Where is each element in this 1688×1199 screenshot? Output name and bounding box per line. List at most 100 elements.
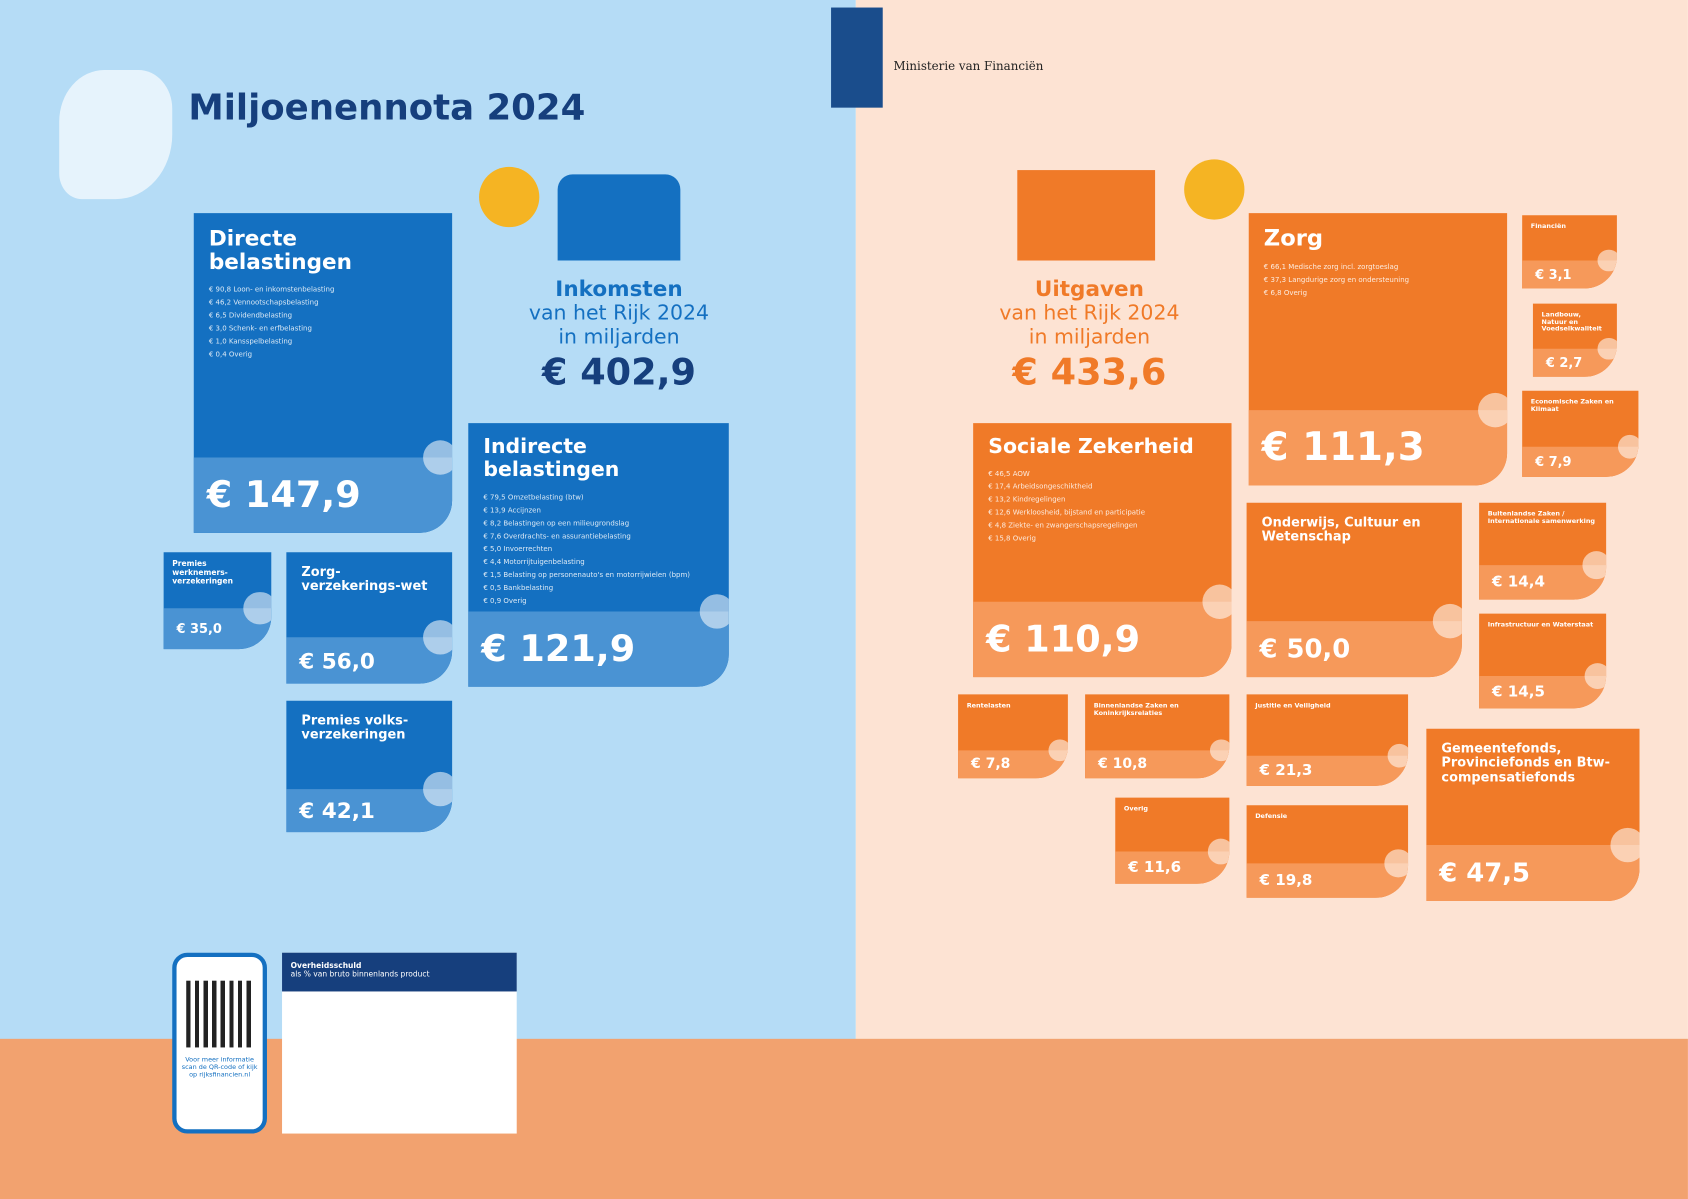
- budget-block: Gemeentefonds, Provinciefonds en Btw-com…: [1426, 728, 1640, 902]
- ministry-name: Ministerie van Financiën: [893, 59, 1044, 74]
- section-header: Uitgaven van het Rijk 2024 in miljarden € 4…: [960, 276, 1218, 394]
- block-amount: € 56,0: [299, 647, 375, 674]
- section-header: Inkomsten van het Rijk 2024 in miljarden € …: [490, 276, 748, 394]
- budget-block: Premies werknemers-verzekeringen € 35,0: [163, 552, 272, 650]
- block-icon: [1048, 739, 1068, 762]
- budget-block: Economische Zaken en Klimaat € 7,9: [1522, 390, 1639, 477]
- debt-subtitle: als % van bruto binnenlands product: [290, 969, 430, 979]
- budget-block: Overig € 11,6: [1115, 797, 1230, 884]
- coin: [479, 166, 540, 228]
- ground: [0, 1038, 1688, 1199]
- block-item: € 1,0 Kansspelbelasting: [208, 336, 293, 346]
- debt-header: Overheidsschuld als % van bruto binnenla…: [282, 952, 517, 992]
- block-item: € 5,0 Invoerrechten: [483, 544, 553, 553]
- amount-band: € 3,1: [1522, 260, 1617, 289]
- block-item: € 46,5 AOW: [988, 469, 1030, 479]
- block-icon: [699, 594, 729, 629]
- block-title: Justitie en Veiligheid: [1255, 701, 1331, 710]
- block-item: € 6,8 Overig: [1263, 288, 1308, 297]
- budget-block: Buitenlandse Zaken / Internationale same…: [1479, 502, 1607, 600]
- section-subtitle: van het Rijk 2024: [999, 301, 1180, 326]
- block-amount: € 50,0: [1259, 634, 1351, 665]
- amount-band: € 111,3: [1248, 410, 1508, 486]
- budget-block: Landbouw, Natuur en Voedselkwaliteit € 2,…: [1532, 303, 1617, 377]
- block-title: Premies volks-verzekeringen: [301, 712, 409, 743]
- block-item: € 90,8 Loon- en inkomstenbelasting: [208, 285, 335, 294]
- block-icon: [422, 771, 453, 807]
- block-icon: [1432, 603, 1462, 639]
- block-item: € 0,5 Bankbelasting: [483, 583, 554, 592]
- qr-code: [186, 980, 253, 1048]
- block-title: Zorg: [1263, 224, 1324, 251]
- block-amount: € 2,7: [1545, 355, 1583, 371]
- block-title: Premies werknemers-verzekeringen: [172, 559, 233, 586]
- budget-block: Premies volks-verzekeringen € 42,1: [286, 700, 453, 833]
- block-item: € 15,8 Overig: [988, 534, 1036, 543]
- budget-block: Sociale Zekerheid € 46,5 AOW € 17,4 Arbeid…: [973, 423, 1232, 678]
- block-item: € 4,8 Ziekte- en zwangerschapsregelingen: [988, 521, 1138, 530]
- block-icon: [1477, 392, 1508, 428]
- budget-block: Rentelasten € 7,8: [958, 694, 1068, 779]
- block-item: € 17,4 Arbeidsongeschiktheid: [988, 482, 1093, 492]
- budget-block: Indirecte belastingen € 79,5 Omzetbelasti…: [468, 423, 729, 687]
- block-item: € 12,6 Werkloosheid, bijstand en partici…: [988, 508, 1146, 518]
- budget-block: Defensie € 19,8: [1246, 805, 1409, 898]
- block-title: Gemeentefonds, Provinciefonds en Btw-com…: [1441, 740, 1610, 785]
- block-icon: [422, 440, 453, 475]
- block-item: € 1,5 Belasting op personenauto's en mot…: [483, 570, 691, 579]
- block-items: € 79,5 Omzetbelasting (btw) € 13,9 Accijn…: [483, 490, 713, 606]
- block-item: € 0,9 Overig: [483, 596, 527, 605]
- treasure-chest: [557, 174, 681, 261]
- block-title: Buitenlandse Zaken / Internationale same…: [1487, 510, 1596, 526]
- section-title: Uitgaven: [1034, 275, 1144, 302]
- block-items: € 46,5 AOW € 17,4 Arbeidsongeschiktheid € …: [988, 467, 1216, 545]
- block-amount: € 11,6: [1128, 859, 1182, 877]
- qr-phone: Voor meer informatie scan de QR-code of …: [172, 952, 267, 1134]
- block-items: € 66,1 Medische zorg incl. zorgtoeslag € …: [1264, 260, 1492, 299]
- block-item: € 13,9 Accijnzen: [483, 505, 541, 515]
- section-title: Inkomsten: [555, 275, 683, 302]
- block-amount: € 47,5: [1439, 857, 1531, 889]
- budget-block: Zorg € 66,1 Medische zorg incl. zorgtoesl…: [1248, 213, 1508, 486]
- block-item: € 0,4 Overig: [208, 349, 253, 359]
- block-title: Landbouw, Natuur en Voedselkwaliteit: [1541, 311, 1602, 334]
- block-amount: € 121,9: [481, 627, 636, 671]
- budget-block: Binnenlandse Zaken en Koninkrijksrelatie…: [1085, 694, 1230, 779]
- budget-block: Directe belastingen € 90,8 Loon- en inkom…: [193, 213, 453, 533]
- block-title: Financiën: [1530, 222, 1566, 231]
- block-amount: € 42,1: [299, 797, 375, 824]
- block-item: € 7,6 Overdrachts- en assurantiebelastin…: [483, 531, 631, 540]
- block-amount: € 147,9: [206, 473, 361, 517]
- block-icon: [1387, 743, 1409, 768]
- block-item: € 66,1 Medische zorg incl. zorgtoeslag: [1263, 262, 1399, 271]
- block-title: Directe belastingen: [208, 224, 352, 275]
- qr-text: Voor meer informatie scan de QR-code of …: [181, 1056, 258, 1079]
- block-icon: [1207, 838, 1230, 865]
- block-icon: [1597, 249, 1617, 272]
- block-icon: [1582, 551, 1607, 579]
- amount-band: € 19,8: [1246, 863, 1409, 898]
- logo: [831, 7, 883, 108]
- section-unit: in miljarden: [558, 325, 680, 349]
- block-item: € 46,2 Vennootschapsbelasting: [208, 297, 319, 307]
- amount-band: € 47,5: [1426, 845, 1640, 902]
- block-icon: [1210, 739, 1230, 762]
- amount-band: € 50,0: [1246, 621, 1462, 678]
- block-title: Binnenlandse Zaken en Koninkrijksrelatie…: [1093, 701, 1179, 717]
- block-amount: € 111,3: [1261, 425, 1425, 470]
- block-icon: [1597, 337, 1617, 360]
- block-items: € 90,8 Loon- en inkomstenbelasting € 46,2…: [209, 283, 437, 361]
- block-title: Economische Zaken en Klimaat: [1530, 398, 1614, 414]
- debt-title: Overheidsschuld: [290, 961, 362, 970]
- amount-band: € 110,9: [973, 601, 1232, 678]
- block-title: Onderwijs, Cultuur en Wetenschap: [1261, 514, 1421, 545]
- block-amount: € 14,5: [1492, 683, 1545, 701]
- block-title: Sociale Zekerheid: [988, 434, 1194, 459]
- amount-band: € 147,9: [193, 457, 453, 533]
- block-icon: [243, 591, 272, 625]
- block-icon: [1202, 584, 1232, 619]
- briefcase: [1017, 170, 1156, 261]
- block-title: Overig: [1123, 805, 1148, 813]
- block-title: Defensie: [1255, 812, 1288, 821]
